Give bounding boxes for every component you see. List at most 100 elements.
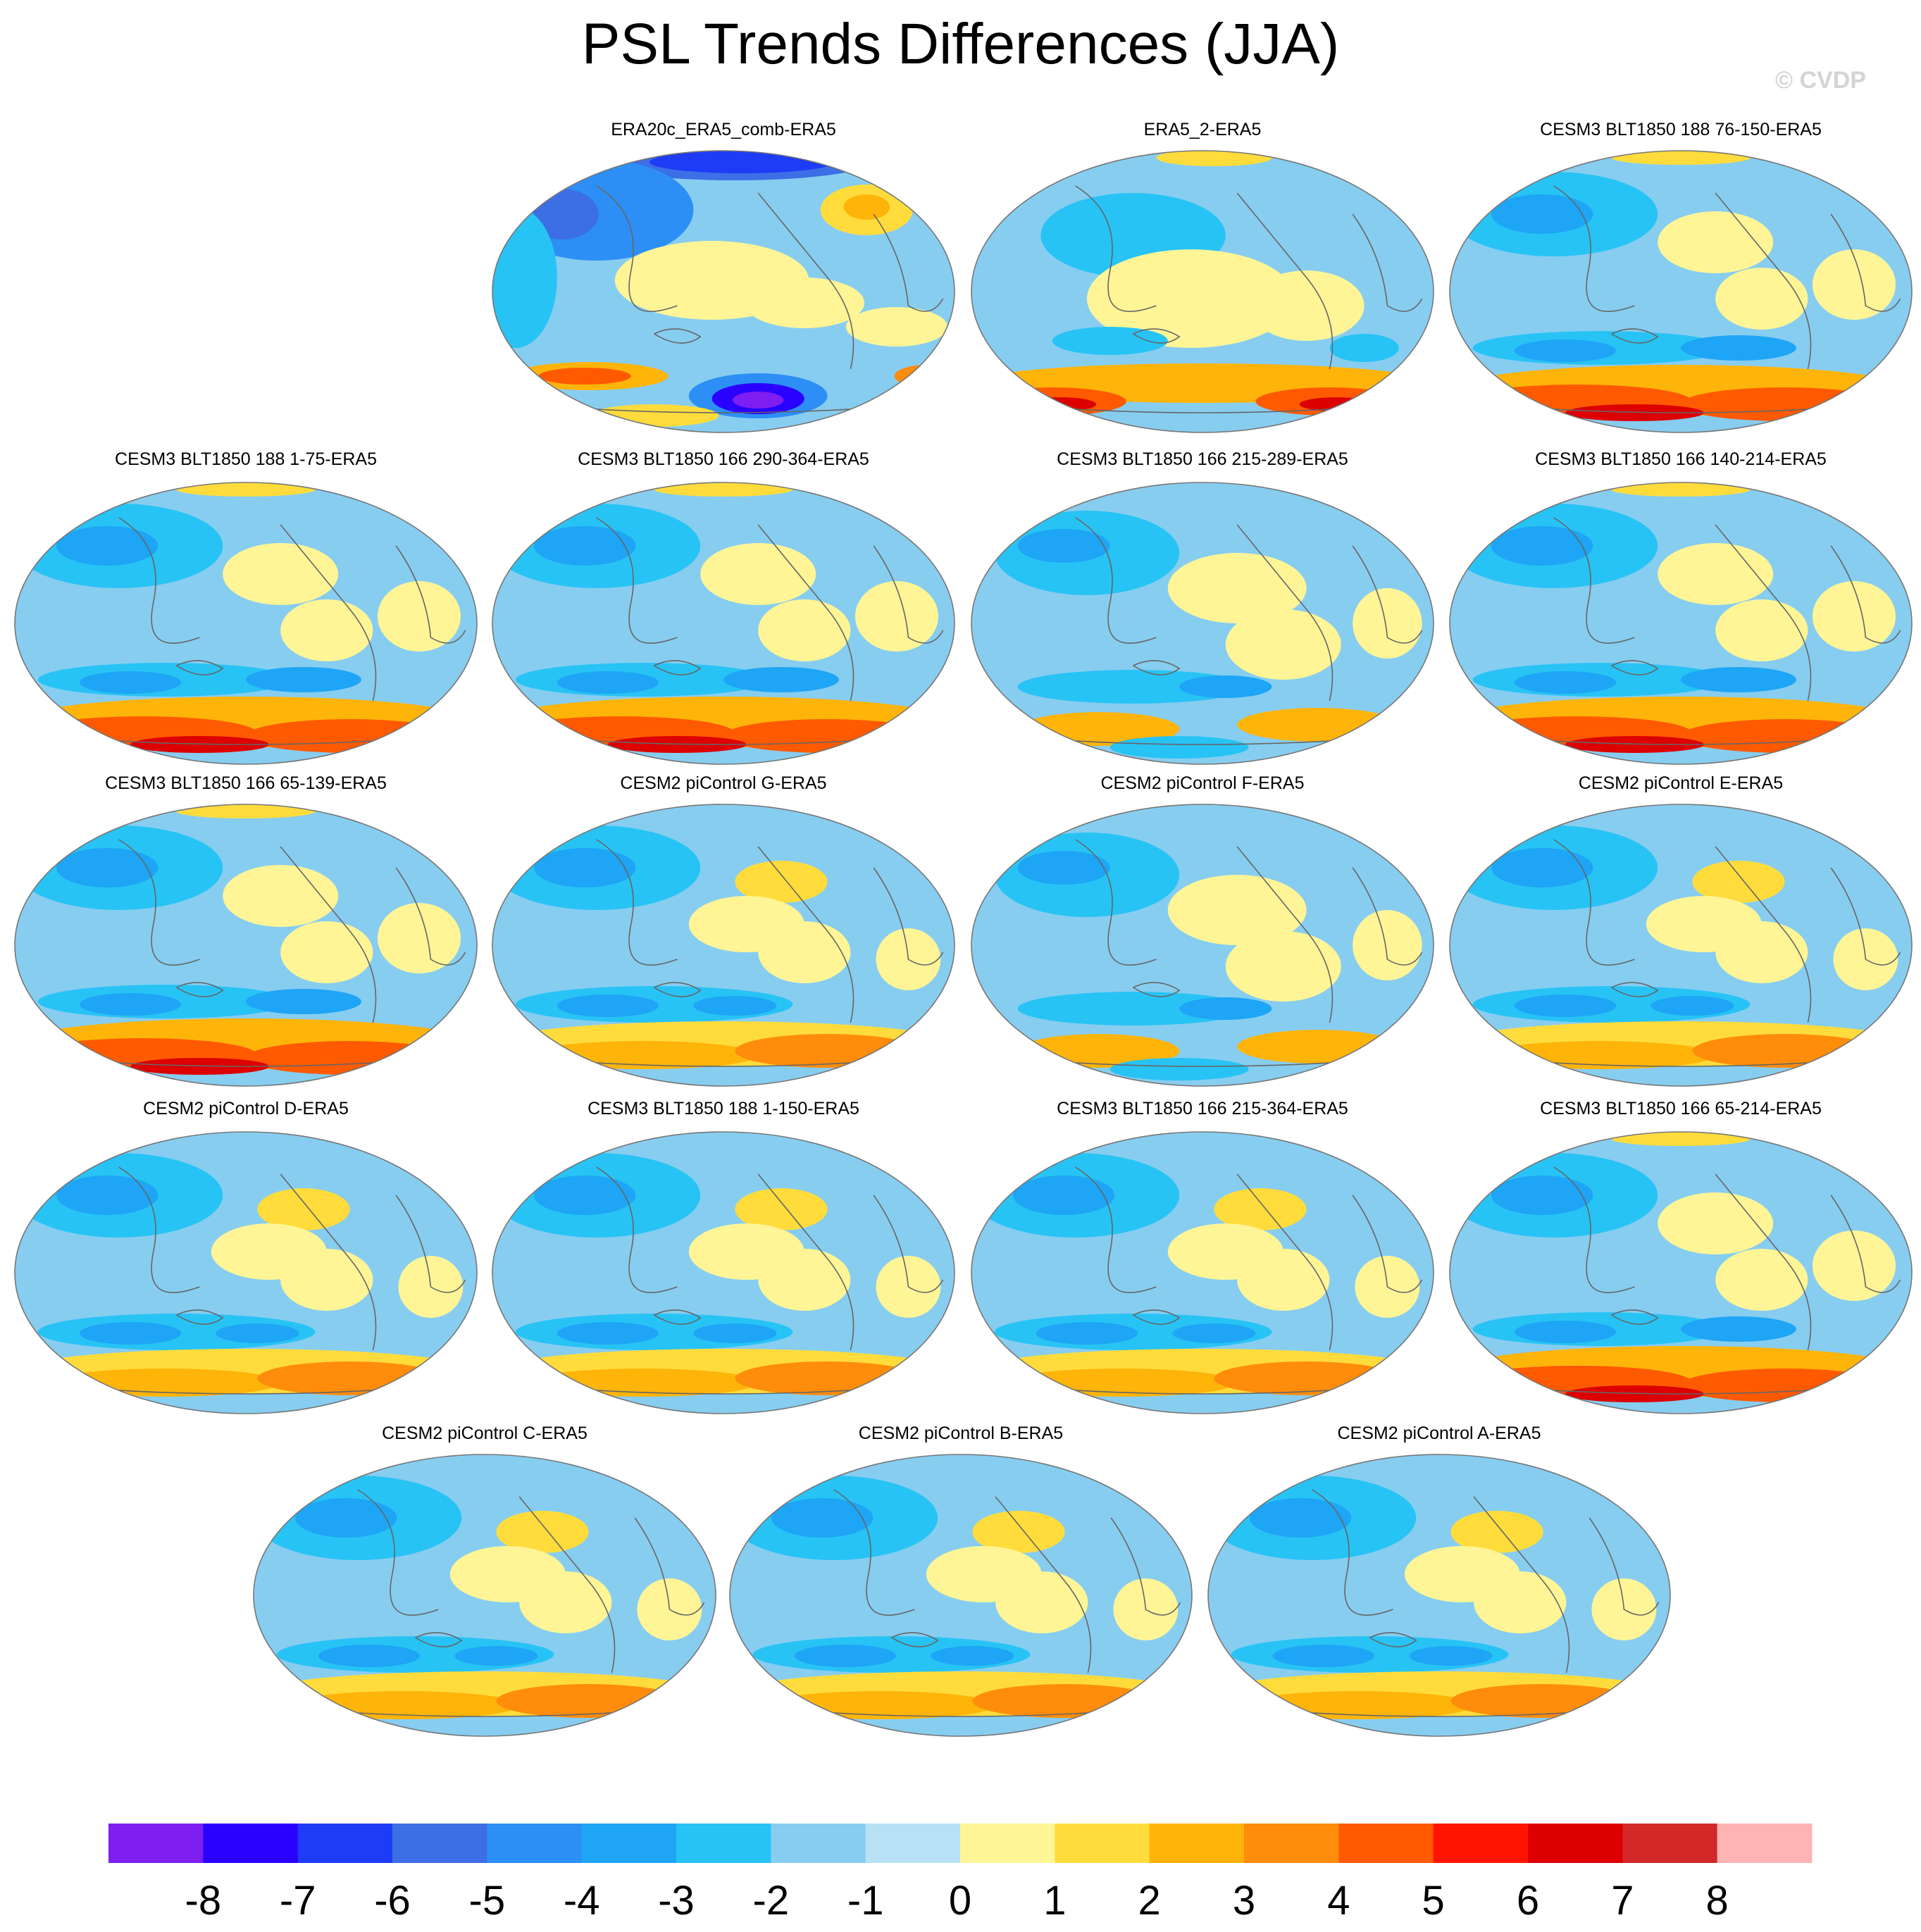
map-panel: ERA5_2-ERA5 (971, 120, 1434, 433)
map-field (492, 1132, 955, 1414)
colorbar-swatch (771, 1824, 866, 1863)
contour-region (1658, 211, 1774, 273)
map-panel: CESM2 piControl C-ERA5 (253, 1423, 716, 1737)
colorbar-label: -4 (564, 1878, 600, 1924)
panel-title: ERA5_2-ERA5 (1144, 120, 1262, 139)
contour-region (654, 482, 793, 497)
coastline (118, 839, 200, 966)
map-border (14, 1131, 478, 1414)
colorbar-swatch (960, 1824, 1055, 1863)
contour-region (557, 995, 659, 1017)
colorbar-swatch (865, 1824, 961, 1863)
colorbar-label: -8 (185, 1878, 222, 1924)
coastline (1553, 185, 1635, 312)
map-field (15, 482, 477, 764)
colorbar-label: 7 (1611, 1878, 1634, 1924)
map-panel: CESM2 piControl F-ERA5 (971, 773, 1434, 1087)
contour-region (1812, 581, 1896, 652)
contour-region (1611, 1132, 1751, 1146)
contour-region (1248, 270, 1364, 341)
coastline (654, 328, 702, 344)
coastline (891, 1632, 939, 1647)
colorbar-label: 0 (949, 1878, 971, 1924)
colorbar-label: 3 (1233, 1878, 1255, 1924)
map-panel: CESM3 BLT1850 166 65-214-ERA5 (1449, 1099, 1913, 1414)
coastline (873, 867, 944, 966)
coastline (1473, 1496, 1570, 1674)
coastline (995, 1496, 1092, 1674)
contour-region (1017, 851, 1110, 885)
map-field (15, 804, 477, 1086)
coastline (1611, 660, 1659, 675)
panel-title: CESM2 piControl D-ERA5 (143, 1099, 349, 1118)
colorbar-swatch (1622, 1824, 1718, 1863)
contour-region (971, 363, 1434, 403)
coastline (873, 213, 944, 312)
contour-region (845, 307, 948, 347)
coastline (1133, 982, 1181, 997)
contour-region (534, 848, 636, 887)
contour-region (1812, 1230, 1896, 1301)
map-border (971, 804, 1434, 1087)
map-field (1450, 1132, 1912, 1414)
colorbar-swatch (1149, 1824, 1245, 1863)
map-border (1449, 150, 1913, 433)
map-panel: CESM2 piControl D-ERA5 (14, 1099, 478, 1414)
contour-region (377, 903, 461, 973)
map-field (730, 1454, 1192, 1736)
panel-title: CESM2 piControl G-ERA5 (620, 773, 826, 793)
contour-region (496, 1684, 681, 1718)
map-border (1449, 804, 1913, 1087)
colorbar-label: 8 (1706, 1878, 1729, 1924)
contour-region (1681, 1369, 1889, 1402)
colorbar-swatch (108, 1824, 204, 1863)
colorbar-swatch (676, 1824, 771, 1863)
contour-region (1681, 1316, 1796, 1342)
contour-region (1658, 543, 1774, 605)
coastline (1075, 517, 1157, 644)
coastline (280, 846, 377, 1023)
coastline (280, 1173, 377, 1351)
colorbar-label: 1 (1043, 1878, 1066, 1924)
contour-region (854, 581, 939, 652)
coastline (873, 545, 944, 644)
contour-region (758, 599, 851, 661)
coastline (1715, 846, 1812, 1023)
coastline (1830, 545, 1901, 644)
map-field (971, 1132, 1434, 1414)
colorbar-swatch (297, 1824, 393, 1863)
colorbar-swatch (1433, 1824, 1529, 1863)
contour-region (557, 671, 659, 694)
contour-region (1715, 921, 1808, 983)
map-border (14, 804, 478, 1087)
map-field (1450, 804, 1912, 1086)
coastline (1611, 1309, 1659, 1325)
contour-region (257, 1361, 442, 1395)
contour-region (1611, 482, 1751, 497)
contour-region (223, 543, 339, 605)
coastline (395, 867, 466, 966)
contour-region (1329, 334, 1399, 362)
coastline (1133, 660, 1181, 675)
contour-region (735, 861, 828, 903)
figure-title: PSL Trends Differences (JJA) (581, 12, 1340, 76)
colorbar-swatch (1338, 1824, 1434, 1863)
contour-region (758, 921, 851, 983)
contour-region (1052, 327, 1168, 355)
contour-region (1109, 1058, 1249, 1080)
map-field (971, 482, 1434, 764)
panel-title: CESM3 BLT1850 166 65-139-ERA5 (105, 773, 387, 793)
coastline (395, 1195, 466, 1293)
coastline (596, 1166, 678, 1293)
coastline (596, 839, 678, 966)
coastline (1830, 867, 1901, 966)
contour-region (1237, 1030, 1399, 1064)
map-panel: CESM3 BLT1850 166 140-214-ERA5 (1449, 449, 1913, 765)
contour-region (733, 392, 784, 409)
coastline (1075, 1166, 1157, 1293)
map-border (253, 1454, 716, 1737)
coastline (118, 1166, 200, 1293)
contour-region (1225, 609, 1341, 680)
contour-region (295, 1498, 397, 1538)
panel-title: CESM3 BLT1850 166 215-289-ERA5 (1057, 449, 1348, 469)
